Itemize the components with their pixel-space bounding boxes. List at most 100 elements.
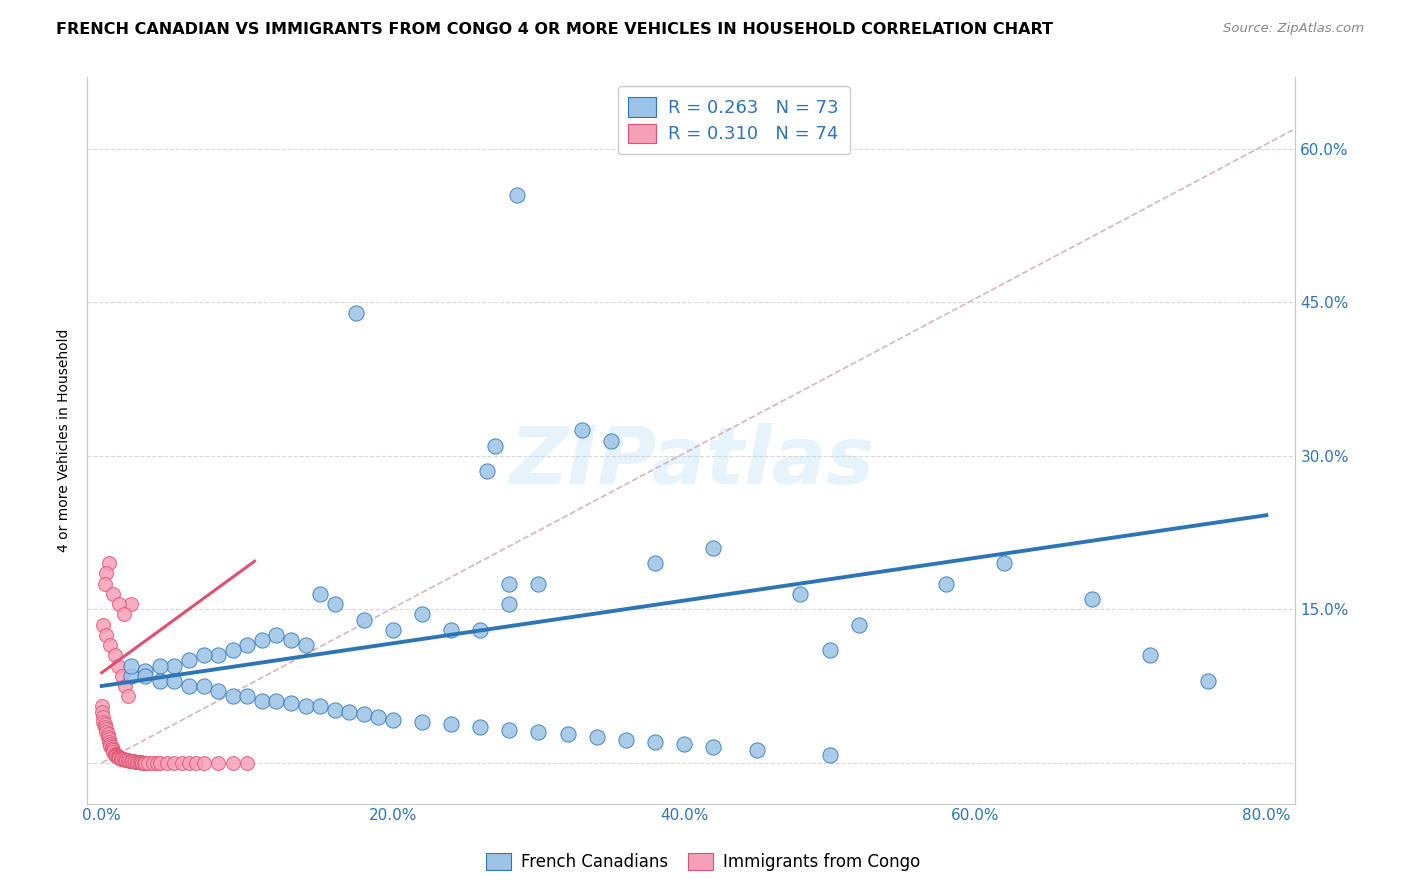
Point xyxy=(346,306,368,320)
Point xyxy=(323,702,346,716)
Point xyxy=(585,730,607,744)
Point xyxy=(134,756,156,770)
Point xyxy=(100,737,122,751)
Point xyxy=(118,754,141,768)
Y-axis label: 4 or more Vehicles in Household: 4 or more Vehicles in Household xyxy=(58,329,72,552)
Point xyxy=(128,755,150,769)
Point xyxy=(103,743,125,757)
Point xyxy=(236,756,259,770)
Point xyxy=(100,638,122,652)
Point xyxy=(177,653,200,667)
Point xyxy=(323,597,346,611)
Point xyxy=(98,732,121,747)
Point xyxy=(114,679,136,693)
Point xyxy=(110,750,132,764)
Point xyxy=(107,658,129,673)
Point xyxy=(94,566,117,581)
Text: ZIPatlas: ZIPatlas xyxy=(509,424,873,501)
Point xyxy=(222,756,245,770)
Point xyxy=(702,541,724,555)
Point xyxy=(818,747,841,762)
Point xyxy=(117,690,139,704)
Point xyxy=(94,725,117,739)
Point xyxy=(673,737,696,751)
Point xyxy=(163,673,186,688)
Point xyxy=(93,576,115,591)
Point xyxy=(745,743,768,757)
Point xyxy=(111,669,134,683)
Point xyxy=(104,747,127,761)
Point xyxy=(527,725,550,739)
Point xyxy=(136,756,159,770)
Point xyxy=(440,623,463,637)
Point xyxy=(498,723,520,737)
Point xyxy=(848,617,870,632)
Point xyxy=(110,751,132,765)
Point xyxy=(280,632,302,647)
Point xyxy=(107,749,129,764)
Point xyxy=(193,679,215,693)
Point xyxy=(93,720,115,734)
Point xyxy=(134,664,156,678)
Point xyxy=(117,753,139,767)
Point xyxy=(309,699,332,714)
Point xyxy=(112,751,135,765)
Point xyxy=(125,755,148,769)
Point xyxy=(122,754,145,768)
Point xyxy=(163,658,186,673)
Point xyxy=(108,750,131,764)
Point xyxy=(94,628,117,642)
Text: Source: ZipAtlas.com: Source: ZipAtlas.com xyxy=(1223,22,1364,36)
Point xyxy=(112,607,135,622)
Point xyxy=(266,628,288,642)
Point xyxy=(105,747,128,762)
Point xyxy=(108,597,131,611)
Point xyxy=(120,597,142,611)
Legend: R = 0.263   N = 73, R = 0.310   N = 74: R = 0.263 N = 73, R = 0.310 N = 74 xyxy=(617,87,849,154)
Point xyxy=(91,709,114,723)
Point xyxy=(103,746,125,760)
Point xyxy=(104,648,127,663)
Point xyxy=(129,755,152,769)
Point xyxy=(193,648,215,663)
Point xyxy=(1197,673,1219,688)
Point xyxy=(94,722,117,736)
Point xyxy=(170,756,193,770)
Point xyxy=(470,720,492,734)
Point xyxy=(96,730,118,744)
Point xyxy=(120,658,142,673)
Point xyxy=(98,556,121,570)
Point xyxy=(91,617,114,632)
Point xyxy=(120,754,142,768)
Point xyxy=(105,748,128,763)
Point xyxy=(411,607,433,622)
Point xyxy=(107,748,129,763)
Point xyxy=(100,739,122,754)
Point xyxy=(411,714,433,729)
Point xyxy=(294,699,316,714)
Point xyxy=(222,690,245,704)
Point xyxy=(149,756,172,770)
Point xyxy=(142,756,165,770)
Point xyxy=(156,756,179,770)
Point xyxy=(101,742,124,756)
Point xyxy=(186,756,208,770)
Point xyxy=(470,623,492,637)
Point xyxy=(381,623,404,637)
Point xyxy=(120,669,142,683)
Point xyxy=(104,747,127,762)
Point xyxy=(131,756,153,770)
Point xyxy=(818,643,841,657)
Point xyxy=(163,756,186,770)
Point xyxy=(266,694,288,708)
Point xyxy=(149,658,172,673)
Point xyxy=(935,576,957,591)
Point xyxy=(702,740,724,755)
Point xyxy=(557,727,579,741)
Point xyxy=(177,756,200,770)
Point xyxy=(250,694,273,708)
Point xyxy=(309,587,332,601)
Point xyxy=(149,673,172,688)
Point xyxy=(614,733,637,747)
Point xyxy=(527,576,550,591)
